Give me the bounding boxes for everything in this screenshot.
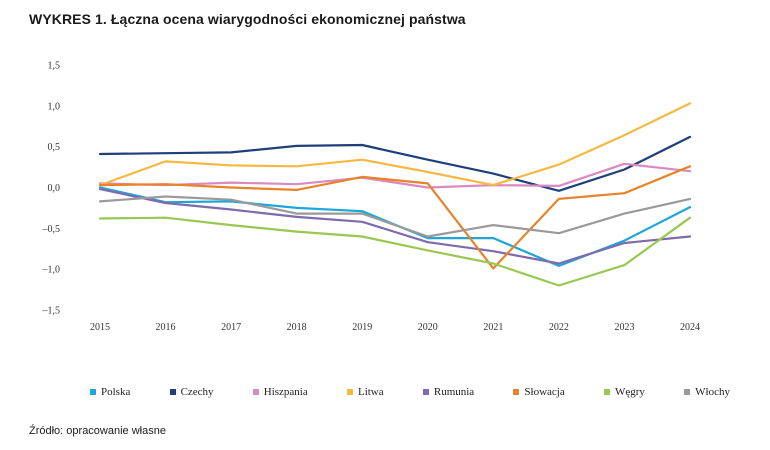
legend-label: Polska <box>101 386 131 398</box>
chart-legend: Polska Czechy Hiszpania Litwa Rumunia Słowacj… <box>90 386 730 398</box>
legend-item: Węgry <box>603 386 645 398</box>
legend-item: Czechy <box>169 386 214 398</box>
legend-label: Hiszpania <box>263 386 308 398</box>
y-tick-label: –1,5 <box>42 306 61 317</box>
legend-swatch <box>684 389 691 395</box>
legend-swatch <box>90 389 96 395</box>
legend-label: Węgry <box>614 386 645 398</box>
legend-swatch <box>603 389 610 395</box>
series-line-polska <box>98 186 692 267</box>
series-line-włochy <box>98 195 692 238</box>
legend-swatch <box>513 389 520 395</box>
x-tick-label: 2018 <box>287 322 307 333</box>
x-tick-label: 2023 <box>614 322 634 333</box>
legend-item: Hiszpania <box>252 386 308 398</box>
legend-swatch <box>346 389 353 395</box>
legend-swatch <box>422 389 429 395</box>
x-tick-label: 2017 <box>221 322 241 333</box>
y-tick-label: 1,0 <box>48 101 61 112</box>
legend-item: Włochy <box>684 386 730 398</box>
legend-label: Rumunia <box>433 386 475 398</box>
y-tick-label: 0,5 <box>48 142 61 153</box>
legend-item: Litwa <box>346 386 384 398</box>
chart-lines <box>98 102 692 287</box>
x-tick-label: 2021 <box>483 322 503 333</box>
series-line-węgry <box>98 216 692 287</box>
y-tick-label: –1,0 <box>42 265 61 276</box>
source-note: Źródło: opracowanie własne <box>29 425 166 437</box>
series-line-słowacja <box>98 165 692 270</box>
series-line-rumunia <box>98 188 692 265</box>
legend-label: Czechy <box>180 386 214 398</box>
x-tick-label: 2019 <box>352 322 372 333</box>
series-line-czechy <box>98 135 692 192</box>
x-tick-label: 2020 <box>418 322 438 333</box>
y-tick-label: –0,5 <box>42 224 61 235</box>
legend-item: Słowacja <box>513 386 565 398</box>
series-line-hiszpania <box>98 162 692 189</box>
legend-swatch <box>169 389 176 395</box>
series-line-litwa <box>98 102 692 187</box>
y-tick-label: 1,5 <box>48 61 61 72</box>
legend-label: Litwa <box>357 386 384 398</box>
x-tick-label: 2015 <box>90 322 110 333</box>
y-tick-label: 0,0 <box>48 183 61 194</box>
x-tick-label: 2024 <box>680 322 700 333</box>
legend-swatch <box>252 389 259 395</box>
legend-item: Rumunia <box>422 386 475 398</box>
chart-title: WYKRES 1. Łączna ocena wiarygodności eko… <box>29 11 466 27</box>
legend-item: Polska <box>90 386 130 398</box>
x-tick-label: 2016 <box>156 322 176 333</box>
legend-label: Włochy <box>695 386 730 398</box>
chart-axes: 1,5 1,0 0,5 0,0 –0,5 –1,0 –1,5 2015 2016 2017 2018… <box>42 61 701 334</box>
x-tick-label: 2022 <box>549 322 569 333</box>
legend-label: Słowacja <box>524 386 565 398</box>
